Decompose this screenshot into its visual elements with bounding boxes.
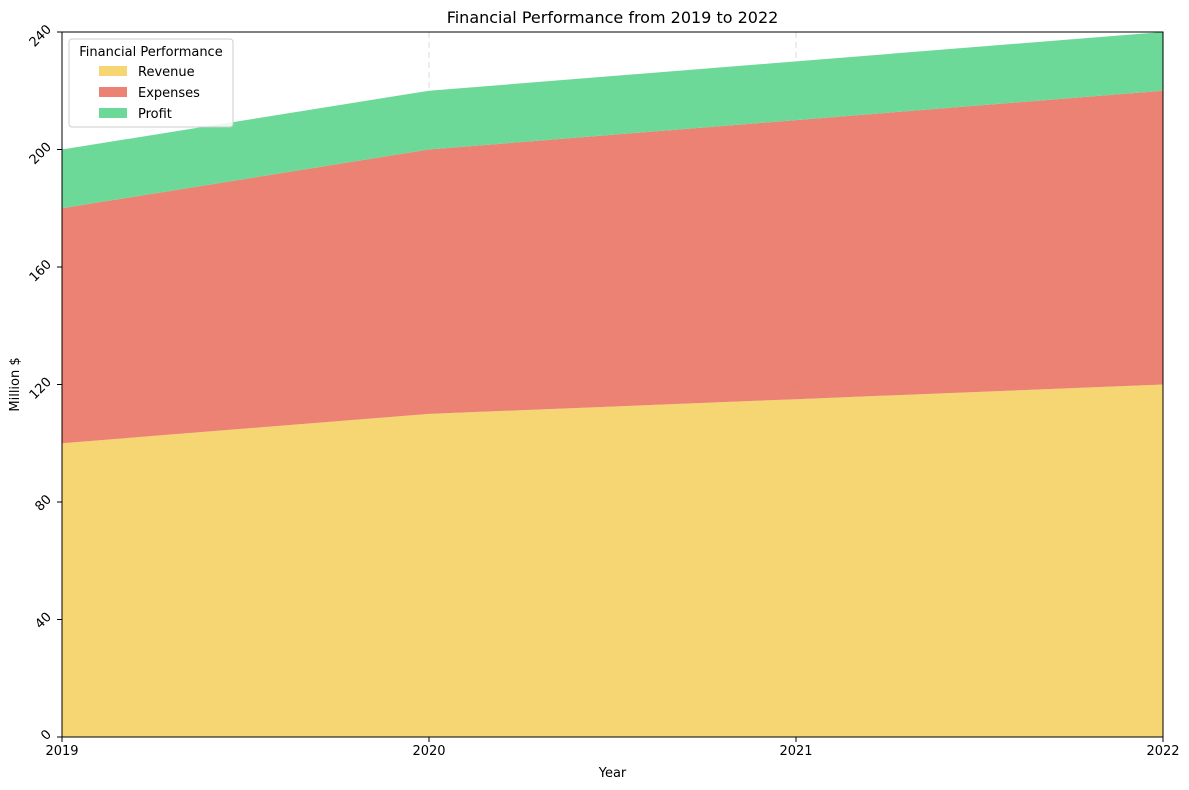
y-tick-label: 40: [33, 610, 55, 632]
y-tick-label: 160: [27, 257, 55, 285]
y-axis-ticks: 0 40 80 120 160 200 240: [27, 22, 62, 744]
y-tick-label: 200: [27, 140, 55, 168]
y-tick-label: 240: [27, 22, 55, 50]
y-tick-label: 120: [27, 375, 55, 403]
area-series: [62, 32, 1163, 737]
legend-swatch-expenses: [99, 87, 127, 97]
legend-label-profit: Profit: [138, 107, 172, 122]
x-tick-label: 2019: [45, 744, 78, 759]
legend-swatch-profit: [99, 108, 127, 118]
x-axis-ticks: 2019 2020 2021 2022: [45, 737, 1180, 759]
legend-title: Financial Performance: [79, 45, 222, 60]
y-axis-label: Million $: [8, 357, 23, 411]
chart-title: Financial Performance from 2019 to 2022: [447, 8, 779, 27]
legend-box: [68, 38, 234, 128]
y-tick-label: 80: [33, 492, 55, 514]
legend-items: Revenue Expenses Profit: [99, 65, 200, 122]
legend-swatch-revenue: [99, 66, 127, 76]
area-revenue: [62, 384, 1163, 737]
x-axis-label: Year: [598, 766, 627, 781]
y-tick-label: 0: [38, 727, 54, 743]
legend: Financial Performance Revenue Expenses Pro…: [68, 38, 234, 128]
legend-label-expenses: Expenses: [138, 86, 200, 101]
x-tick-label: 2020: [412, 744, 445, 759]
area-profit: [62, 32, 1163, 209]
x-tick-label: 2021: [779, 744, 812, 759]
area-expenses: [62, 90, 1163, 444]
x-tick-label: 2022: [1146, 744, 1179, 759]
legend-label-revenue: Revenue: [138, 65, 195, 80]
